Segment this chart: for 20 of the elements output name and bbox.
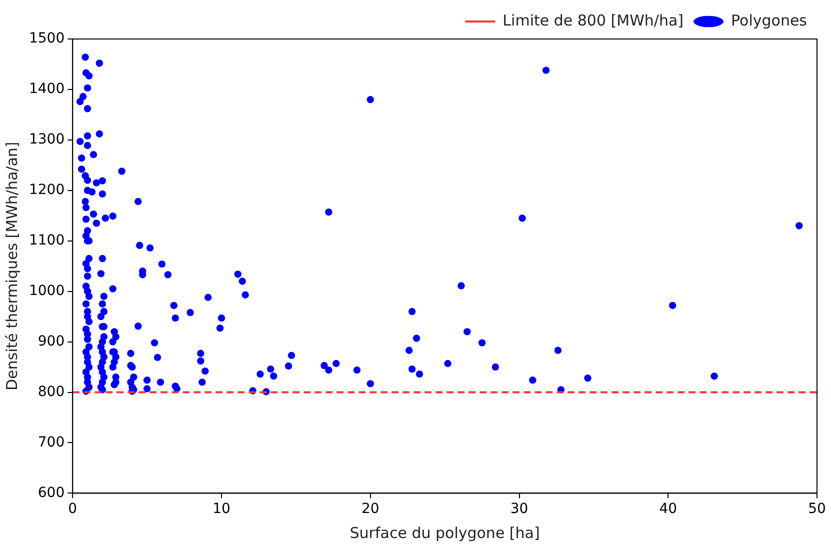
y-tick-label: 1200: [28, 182, 65, 198]
y-tick-label: 700: [38, 434, 65, 450]
y-tick-label: 1100: [28, 232, 65, 249]
y-tick-label: 1300: [28, 132, 65, 148]
y-tick-label: 1500: [28, 30, 65, 47]
x-tick-label: 20: [361, 501, 380, 518]
y-tick-label: 1400: [28, 81, 65, 98]
legend-label: Limite de 800 [MWh/ha]: [502, 11, 684, 30]
y-tick-label: 1000: [28, 282, 65, 299]
x-axis-title: Surface du polygone [ha]: [350, 524, 540, 542]
y-tick-label: 800: [38, 384, 65, 400]
y-axis-title: Densité thermiques [MWh/ha/an]: [2, 142, 21, 390]
x-tick-label: 0: [68, 501, 78, 518]
legend-label: Polygones: [731, 11, 808, 30]
y-tick-label: 900: [38, 333, 65, 350]
x-tick-label: 40: [659, 501, 678, 518]
x-tick-label: 30: [510, 501, 528, 518]
x-tick-label: 10: [212, 501, 230, 518]
x-tick-label: 50: [808, 501, 826, 518]
y-tick-label: 600: [38, 484, 65, 501]
